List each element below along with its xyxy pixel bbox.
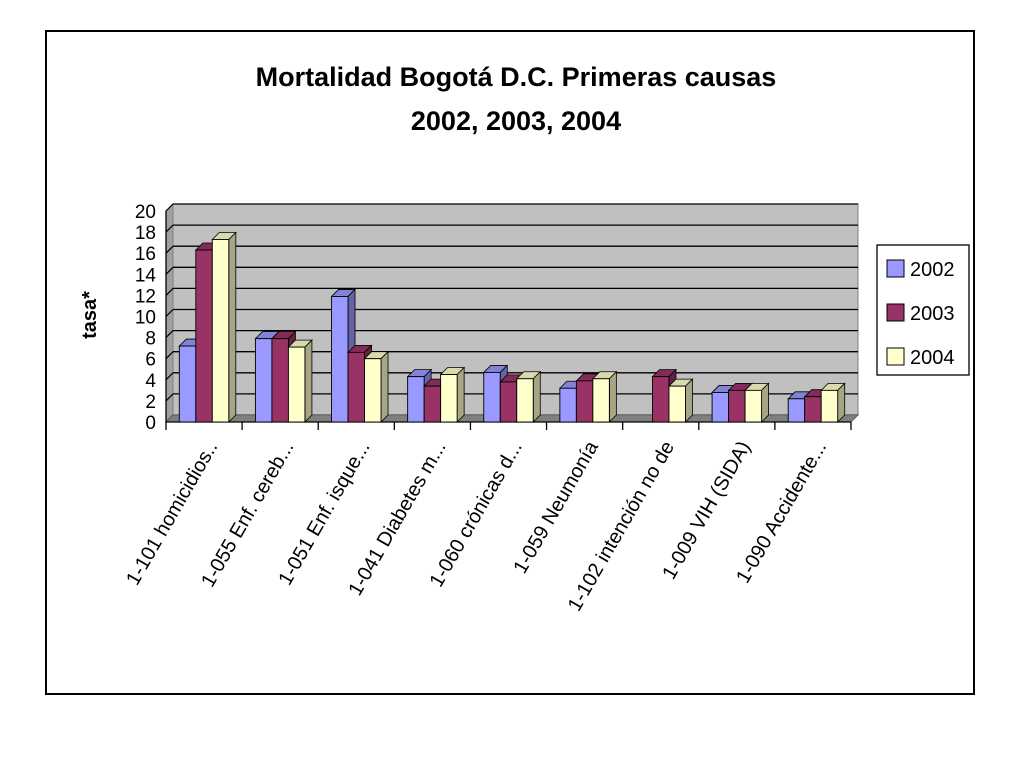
- legend-label-2002: 2002: [910, 259, 955, 281]
- x-axis: 1-101 homicidios..1-055 Enf. cereb...1-0…: [122, 422, 852, 615]
- bar-side: [761, 382, 769, 423]
- bar-2002: [331, 296, 349, 423]
- bar-2004: [440, 374, 458, 423]
- legend-swatch-2003: [886, 303, 905, 322]
- bar-2002: [787, 398, 806, 423]
- legend-swatch-2004: [886, 347, 905, 366]
- bar-2003: [195, 249, 213, 423]
- bar-2002: [254, 338, 273, 423]
- y-tick-label: 18: [135, 223, 156, 244]
- bar-2004: [592, 378, 610, 423]
- y-tick-label: 20: [135, 202, 156, 223]
- chart-title-line-2: 2002, 2003, 2004: [411, 106, 621, 136]
- y-tick-label: 16: [135, 244, 156, 265]
- bar-side: [228, 231, 237, 423]
- bar-2004: [744, 389, 763, 423]
- gridline-depth: [165, 330, 174, 339]
- gridline-depth: [165, 224, 174, 233]
- bar-2003: [804, 396, 822, 423]
- bar-side: [380, 350, 389, 423]
- bar-side: [608, 370, 617, 423]
- plot-area: [164, 202, 860, 424]
- bar-2003: [499, 381, 518, 423]
- y-tick-label: 0: [145, 413, 156, 434]
- bar-2003: [575, 380, 594, 423]
- y-axis-label: tasa*: [79, 291, 101, 339]
- legend-label-2004: 2004: [910, 347, 955, 369]
- chart-frame: Mortalidad Bogotá D.C. Primeras causas 2…: [45, 30, 975, 695]
- chart-title-line-1: Mortalidad Bogotá D.C. Primeras causas: [256, 62, 777, 92]
- bar-2003: [347, 351, 365, 423]
- y-tick-label: 12: [135, 286, 156, 307]
- y-tick-label: 4: [145, 371, 156, 392]
- bar-2002: [483, 371, 501, 423]
- gridline-depth: [165, 245, 174, 254]
- bar-2004: [211, 239, 230, 423]
- bar-2003: [423, 385, 442, 423]
- y-tick-label: 6: [145, 350, 156, 371]
- legend-swatch-2002: [886, 259, 905, 278]
- legend-label-2003: 2003: [910, 303, 955, 325]
- y-tick-label: 10: [135, 308, 156, 329]
- bar-2003: [728, 389, 746, 423]
- gridline-depth: [165, 287, 174, 296]
- bar-side: [837, 382, 846, 423]
- y-tick-label: 8: [145, 329, 156, 350]
- bar-side: [532, 370, 541, 423]
- bar-2002: [559, 387, 577, 423]
- gridline-depth: [165, 203, 174, 212]
- bar-side: [456, 366, 465, 423]
- bar-2004: [287, 346, 306, 423]
- y-tick-label: 14: [135, 265, 157, 286]
- gridline-depth: [165, 266, 174, 275]
- gridline-depth: [165, 351, 174, 360]
- legend: 2002 2003 2004: [876, 244, 970, 376]
- bar-2002: [407, 376, 425, 423]
- bar-side: [304, 339, 313, 423]
- x-tick-label: 1-059 Neumonía: [509, 437, 603, 578]
- chart-svg: Mortalidad Bogotá D.C. Primeras causas 2…: [79, 62, 970, 615]
- bar-2003: [652, 376, 670, 423]
- gridline-depth: [165, 309, 174, 317]
- bar-2004: [820, 389, 839, 423]
- gridline-depth: [165, 372, 174, 381]
- gridline-depth: [165, 393, 174, 402]
- bar-2004: [516, 378, 534, 423]
- bar-2003: [271, 338, 289, 423]
- bar-side: [685, 378, 693, 423]
- bar-2002: [178, 345, 197, 423]
- bar-2004: [364, 358, 382, 423]
- bar-2004: [668, 385, 686, 423]
- y-tick-label: 2: [145, 392, 156, 413]
- bar-2002: [711, 392, 730, 423]
